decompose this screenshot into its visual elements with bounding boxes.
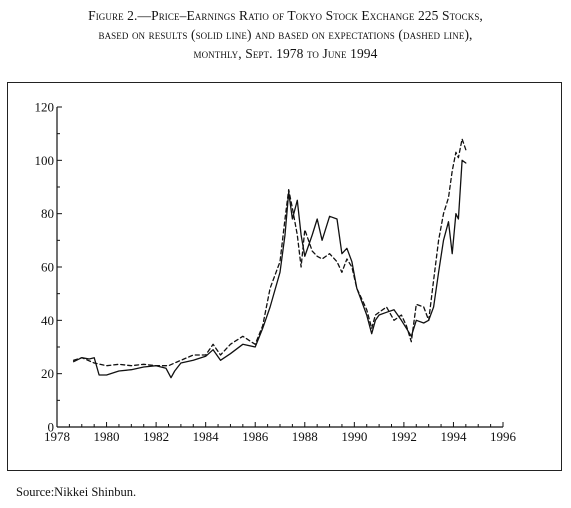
chart-frame — [7, 82, 562, 471]
x-tick-label: 1984 — [193, 429, 220, 444]
x-tick-label: 1994 — [440, 429, 467, 444]
series-line-results — [72, 159, 467, 379]
y-tick-label: 80 — [41, 206, 54, 221]
y-tick-label: 20 — [41, 366, 54, 381]
x-tick-label: 1988 — [292, 429, 318, 444]
source-note: Source:Nikkei Shinbun. — [16, 485, 137, 499]
x-tick-label: 1990 — [341, 429, 367, 444]
x-tick-label: 1992 — [391, 429, 417, 444]
figure-title-line-2: based on results (solid line) and based … — [98, 27, 473, 42]
y-tick-label: 0 — [48, 420, 55, 435]
x-tick-label: 1978 — [44, 429, 70, 444]
figure-title: Figure 2.—Price–Earnings Ratio of Tokyo … — [0, 6, 571, 63]
figure-title-line-1: Figure 2.—Price–Earnings Ratio of Tokyo … — [88, 8, 483, 23]
x-tick-label: 1986 — [242, 429, 269, 444]
y-tick-label: 40 — [41, 313, 54, 328]
figure-title-line-3: monthly, Sept. 1978 to June 1994 — [193, 46, 378, 61]
x-tick-label: 1982 — [143, 429, 169, 444]
series-line-expectations — [72, 138, 467, 367]
y-tick-label: 120 — [35, 100, 55, 115]
y-tick-label: 100 — [35, 153, 55, 168]
x-tick-label: 1980 — [94, 429, 120, 444]
x-tick-label: 1996 — [490, 429, 517, 444]
y-tick-label: 60 — [41, 260, 54, 275]
